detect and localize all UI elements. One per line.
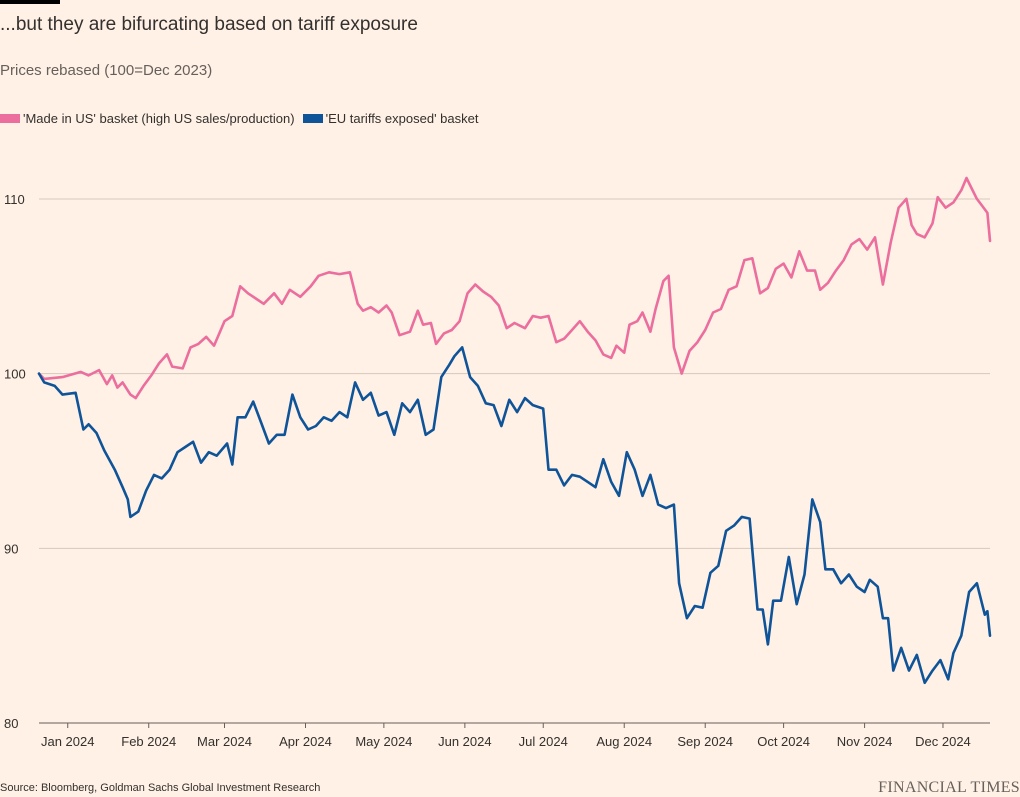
legend-item-eu-tariffs: 'EU tariffs exposed' basket xyxy=(302,111,479,126)
chart-legend: 'Made in US' basket (high US sales/produ… xyxy=(0,111,486,126)
x-tick-label-2: Mar 2024 xyxy=(197,734,252,749)
line-chart: 80 90 100 110 Jan 2024 Feb 2024 Mar 2024 Apr 20… xyxy=(4,176,992,749)
brand-top-bar xyxy=(0,0,60,4)
x-tick-label-10: Nov 2024 xyxy=(837,734,893,749)
x-tick-label-0: Jan 2024 xyxy=(41,734,95,749)
y-tick-label-90: 90 xyxy=(4,541,18,556)
legend-swatch-made-in-us xyxy=(0,114,20,123)
series-line-made-in-us xyxy=(37,176,992,400)
chart-title: ...but they are bifurcating based on tar… xyxy=(0,14,418,35)
legend-swatch-eu-tariffs xyxy=(302,114,323,123)
x-tick-label-1: Feb 2024 xyxy=(121,734,176,749)
source-note: Source: Bloomberg, Goldman Sachs Global … xyxy=(0,782,321,794)
y-tick-label-110: 110 xyxy=(4,192,25,207)
x-tick-label-3: Apr 2024 xyxy=(279,734,332,749)
x-tick-label-8: Sep 2024 xyxy=(677,734,733,749)
x-tick-label-5: Jun 2024 xyxy=(438,734,492,749)
x-tick-label-9: Oct 2024 xyxy=(757,734,810,749)
y-tick-label-80: 80 xyxy=(4,716,18,731)
legend-item-made-in-us: 'Made in US' basket (high US sales/produ… xyxy=(0,111,295,126)
legend-label-eu-tariffs: 'EU tariffs exposed' basket xyxy=(325,111,479,126)
legend-label-made-in-us: 'Made in US' basket (high US sales/produ… xyxy=(23,111,295,126)
x-tick-label-7: Aug 2024 xyxy=(596,734,652,749)
x-tick-label-4: May 2024 xyxy=(355,734,412,749)
chart-subtitle: Prices rebased (100=Dec 2023) xyxy=(0,62,213,79)
x-tick-label-11: Dec 2024 xyxy=(915,734,971,749)
x-tick-label-6: Jul 2024 xyxy=(519,734,568,749)
series-line-eu-tariffs xyxy=(37,346,992,685)
ft-logo: FINANCIAL TIMES xyxy=(878,779,1020,796)
y-tick-label-100: 100 xyxy=(4,367,26,382)
